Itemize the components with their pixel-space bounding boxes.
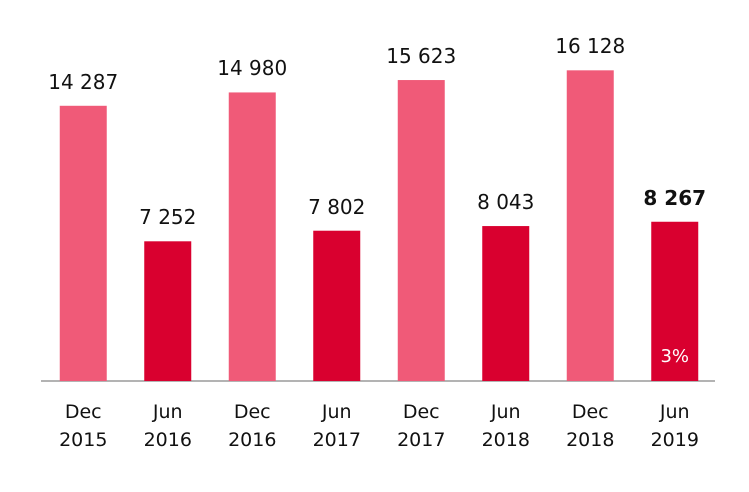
x-tick-label: Dec 2016: [228, 401, 277, 451]
value-label: 14 287: [48, 69, 119, 94]
x-tick-label: Dec 2018: [566, 401, 615, 451]
bar: [566, 70, 614, 381]
value-label: 15 623: [386, 44, 457, 69]
x-tick-label: Jun 2019: [650, 401, 699, 451]
value-label: 7 802: [308, 194, 366, 219]
value-label: 7 252: [139, 205, 197, 230]
value-label: 16 128: [555, 34, 626, 59]
bar: [482, 226, 530, 381]
x-tick-label: Dec 2015: [59, 401, 108, 451]
value-label: 14 980: [217, 56, 288, 81]
value-label: 8 043: [477, 190, 535, 215]
bar: [59, 105, 107, 381]
x-tick-label: Jun 2016: [143, 401, 192, 451]
bar: [313, 230, 361, 381]
bar: [397, 80, 445, 381]
x-tick-label: Dec 2017: [397, 401, 446, 451]
value-label: 8 267: [643, 185, 707, 210]
bar: [651, 221, 699, 381]
bar: [228, 92, 276, 381]
x-tick-label: Jun 2018: [481, 401, 530, 451]
bar: [144, 241, 192, 381]
x-tick-label: Jun 2017: [312, 401, 361, 451]
annotation: 3%: [660, 346, 690, 367]
